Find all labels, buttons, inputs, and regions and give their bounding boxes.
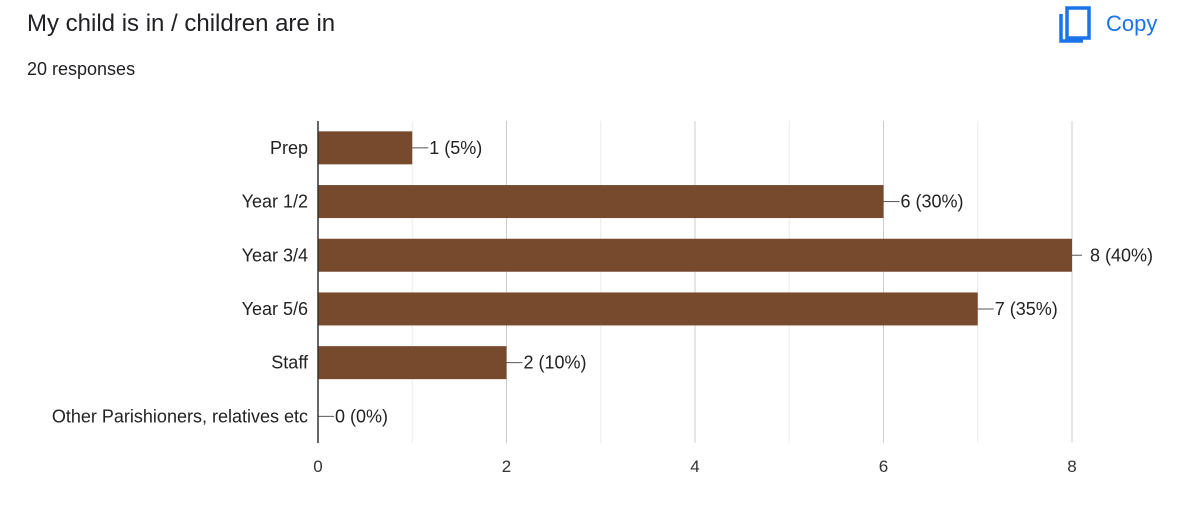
bar (318, 185, 884, 219)
x-tick-label: 4 (690, 457, 699, 476)
copy-label: Copy (1106, 11, 1158, 36)
category-label: Year 5/6 (242, 299, 308, 319)
x-tick-label: 2 (502, 457, 511, 476)
bar (318, 292, 978, 326)
category-label: Other Parishioners, relatives etc (52, 406, 308, 426)
x-tick-label: 0 (313, 457, 322, 476)
x-tick-label: 6 (879, 457, 888, 476)
copy-icon (1059, 6, 1091, 43)
chart-title: My child is in / children are in (27, 10, 336, 37)
category-label: Year 1/2 (242, 192, 308, 212)
bar (318, 346, 507, 380)
response-count: 20 responses (27, 59, 136, 79)
data-label: 0 (0%) (335, 406, 388, 426)
data-label: 2 (10%) (524, 353, 587, 373)
data-label: 8 (40%) (1090, 245, 1153, 265)
bar (318, 131, 413, 165)
bar (318, 238, 1072, 272)
data-label: 6 (30%) (901, 192, 964, 212)
data-label: 7 (35%) (995, 299, 1058, 319)
category-label: Prep (270, 138, 308, 158)
category-label: Year 3/4 (242, 245, 308, 265)
copy-button[interactable]: Copy (1058, 4, 1178, 44)
data-label: 1 (5%) (429, 138, 482, 158)
x-tick-label: 8 (1067, 457, 1076, 476)
category-label: Staff (271, 353, 309, 373)
